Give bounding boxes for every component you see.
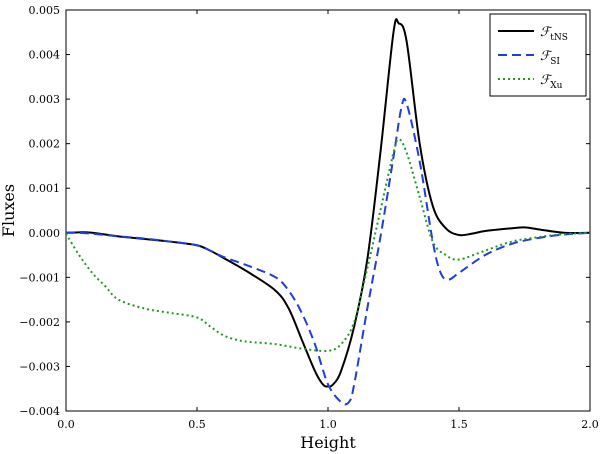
y-tick-label: −0.004 <box>19 405 60 418</box>
x-tick-label: 1.5 <box>450 418 468 431</box>
y-tick-label: 0.001 <box>29 182 61 195</box>
legend-label-si: ℱSI <box>540 49 560 67</box>
legend: ℱtNS ℱSI ℱXu <box>489 13 587 97</box>
y-tick-label: −0.001 <box>19 271 60 284</box>
legend-label-xu: ℱXu <box>540 73 563 91</box>
y-tick-label: 0.002 <box>29 138 61 151</box>
y-axis-label: Fluxes <box>0 184 18 237</box>
x-tick-label: 2.0 <box>581 418 599 431</box>
series-line-si <box>66 97 590 406</box>
x-axis-label: Height <box>300 433 356 452</box>
y-axis: −0.004 −0.003 −0.002 −0.001 0.000 0.001 0.002 0… <box>19 4 590 418</box>
x-tick-label: 0.0 <box>57 418 75 431</box>
plot-area: 0.0 0.5 1.0 1.5 2.0 −0.004 −0.003 −0.002 −0.001… <box>19 4 598 431</box>
y-tick-label: 0.003 <box>29 93 61 106</box>
x-axis: 0.0 0.5 1.0 1.5 2.0 <box>57 10 599 431</box>
x-tick-label: 1.0 <box>319 418 337 431</box>
y-tick-label: −0.002 <box>19 316 60 329</box>
legend-label-tns: ℱtNS <box>540 25 568 43</box>
y-tick-label: −0.003 <box>19 360 60 373</box>
y-tick-label: 0.005 <box>29 4 61 17</box>
series-line-xu <box>66 138 590 353</box>
series-layer <box>66 18 590 406</box>
y-tick-label: 0.000 <box>29 227 61 240</box>
y-tick-label: 0.004 <box>29 49 61 62</box>
x-tick-label: 0.5 <box>188 418 206 431</box>
